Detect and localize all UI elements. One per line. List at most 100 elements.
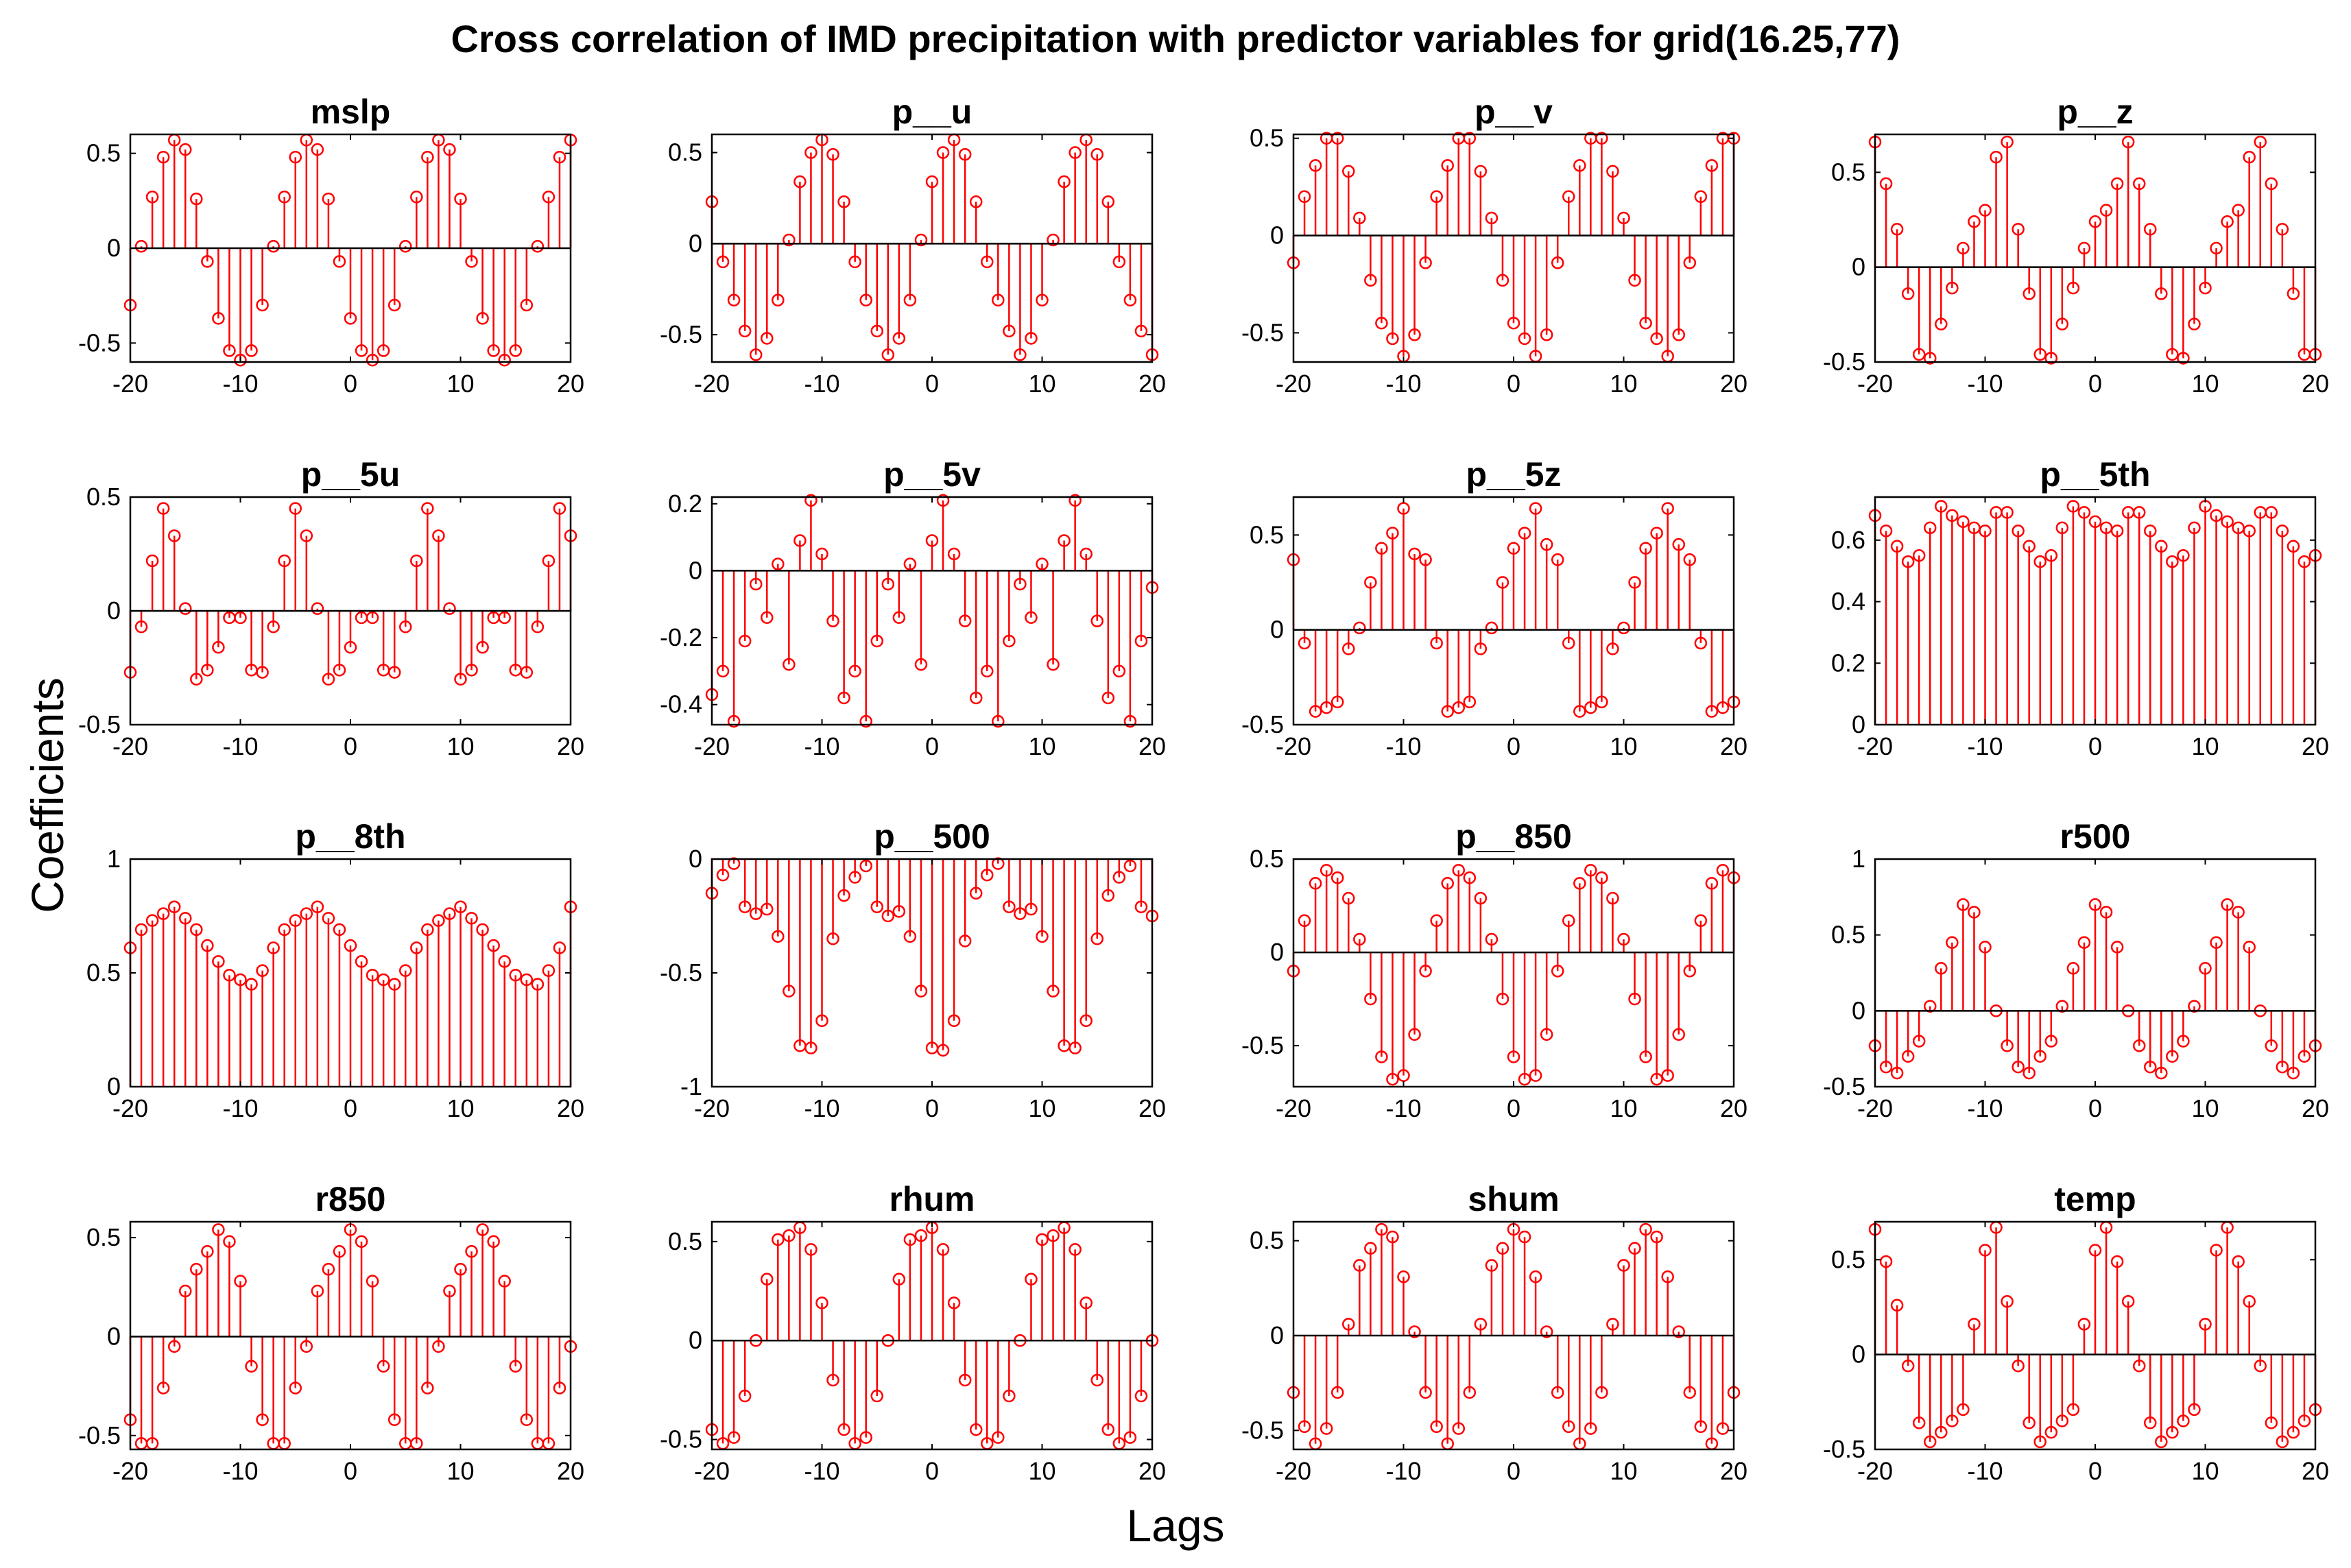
stem-marker — [366, 353, 379, 367]
y-tick-label: -0.5 — [1241, 710, 1284, 738]
stem-marker — [212, 955, 225, 968]
x-tick-label: 20 — [1720, 732, 1747, 760]
stem-marker — [2155, 540, 2168, 553]
x-tick-label: -10 — [1967, 1457, 2003, 1485]
stem-marker — [322, 673, 335, 686]
stem-marker — [223, 344, 236, 357]
stem-marker — [2276, 524, 2289, 538]
x-tick-label: -20 — [1276, 370, 1311, 398]
x-tick-label: -20 — [1857, 1457, 1893, 1485]
stem-marker — [892, 905, 906, 918]
x-axis-label: Lags — [1126, 1500, 1224, 1551]
stem-marker — [1058, 175, 1071, 189]
stem-marker — [134, 923, 148, 937]
x-tick-label: 20 — [2302, 1094, 2329, 1122]
stem-marker — [914, 233, 928, 247]
stem-marker — [267, 620, 280, 634]
stem-marker — [2210, 509, 2223, 522]
y-tick-label: 1 — [1852, 845, 1865, 873]
y-tick-label: -1 — [680, 1072, 702, 1100]
stem-marker — [925, 534, 939, 547]
x-tick-label: 10 — [1610, 1457, 1637, 1485]
y-tick-label: 0.6 — [1831, 526, 1865, 554]
stem-marker — [167, 529, 181, 542]
stem-marker — [410, 191, 423, 204]
stem-marker — [1452, 701, 1465, 714]
stem-marker — [1518, 527, 1531, 540]
stem-marker — [1901, 1360, 1915, 1373]
x-tick-label: 0 — [2088, 370, 2102, 398]
stem-marker — [2177, 1414, 2190, 1427]
stem-marker — [1562, 914, 1575, 928]
y-tick-label: 0 — [1270, 1321, 1284, 1349]
stem-marker — [925, 175, 939, 189]
stem-marker — [2155, 287, 2168, 300]
stem-marker — [2144, 1060, 2157, 1074]
y-tick-label: 0 — [1852, 253, 1865, 281]
stem-marker — [1672, 538, 1685, 551]
stem-marker — [465, 255, 478, 268]
stem-marker — [859, 1431, 872, 1444]
stem-marker — [761, 332, 774, 345]
stem-marker — [311, 900, 324, 913]
stem-marker — [278, 554, 291, 568]
stem-marker — [914, 658, 928, 671]
x-tick-label: 20 — [1138, 1094, 1166, 1122]
stem-marker — [2243, 941, 2256, 954]
x-tick-label: -10 — [222, 1094, 258, 1122]
stem-marker — [1353, 211, 1366, 225]
stem-marker — [1025, 611, 1038, 625]
stem-marker — [410, 941, 423, 954]
stem-marker — [256, 666, 269, 679]
stem-marker — [1090, 1373, 1103, 1387]
stem-marker — [1474, 165, 1488, 178]
stem-marker — [223, 1235, 236, 1249]
x-tick-label: 20 — [1138, 1457, 1166, 1485]
x-tick-label: -20 — [694, 370, 730, 398]
stem-marker — [1507, 316, 1520, 330]
stem-marker — [936, 494, 950, 507]
stem-marker — [870, 324, 883, 338]
x-tick-label: 20 — [557, 732, 584, 760]
stem-marker — [245, 344, 258, 357]
y-tick-label: 0 — [1270, 221, 1284, 250]
stem-marker — [212, 640, 225, 654]
stem-marker — [1342, 1318, 1355, 1331]
stem-marker — [783, 1229, 796, 1242]
x-tick-label: 0 — [344, 1457, 357, 1485]
stem-marker — [1375, 1050, 1388, 1063]
stem-marker — [1661, 1270, 1674, 1283]
x-tick-label: 0 — [925, 732, 939, 760]
y-tick-label: 0.5 — [1831, 158, 1865, 186]
stem-marker — [1123, 859, 1137, 873]
x-tick-label: -10 — [1385, 1094, 1421, 1122]
y-tick-label: -0.5 — [1241, 1031, 1284, 1059]
x-tick-label: 10 — [2191, 1094, 2219, 1122]
stem-marker — [1890, 1299, 1904, 1312]
stem-marker — [2166, 1050, 2179, 1063]
stem-marker — [2132, 177, 2146, 191]
stem-marker — [1408, 547, 1421, 561]
stem-marker — [300, 529, 313, 542]
stem-marker — [387, 1413, 401, 1426]
stem-marker — [322, 912, 335, 925]
subplot-title: r500 — [2060, 817, 2131, 856]
stem-marker — [1069, 1243, 1082, 1256]
stem-marker — [2166, 1425, 2179, 1439]
stem-marker — [476, 923, 489, 937]
stem-marker — [2155, 1066, 2168, 1080]
stem-marker — [2033, 555, 2046, 568]
stem-marker — [1408, 328, 1421, 341]
subplot-mslp: mslp -20 -10 0 10 20 -0.5 0 0.5 — [78, 93, 584, 398]
y-tick-label: 0.5 — [86, 483, 121, 511]
stem-marker — [311, 1284, 324, 1298]
stem-marker — [179, 912, 192, 925]
stem-marker — [2210, 1244, 2223, 1257]
stem-marker — [992, 1431, 1005, 1444]
stem-marker — [2099, 906, 2113, 919]
stem-marker — [783, 658, 796, 671]
stem-marker — [1463, 695, 1477, 709]
y-tick-label: 0 — [1852, 710, 1865, 738]
stem-marker — [1935, 500, 1948, 513]
